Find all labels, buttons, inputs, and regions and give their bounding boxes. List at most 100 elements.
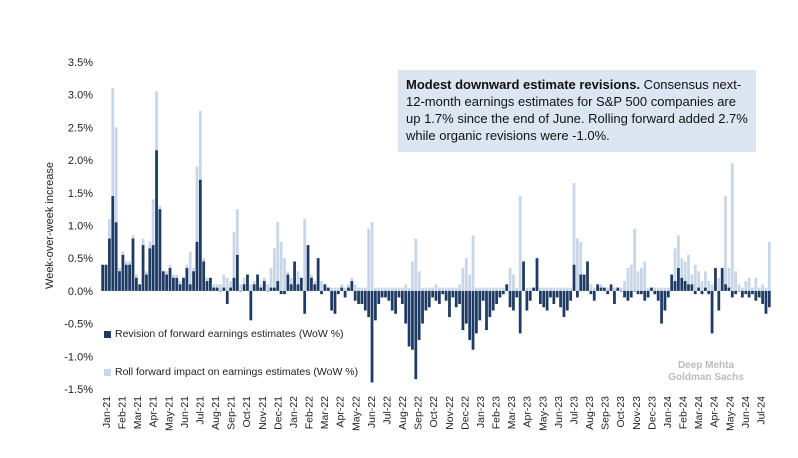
y-tick-label: -0.5% — [64, 319, 93, 331]
bar-rollforward — [357, 287, 360, 291]
bar-rollforward — [444, 287, 448, 291]
bar-revision — [485, 290, 488, 331]
bar-revision — [387, 290, 391, 301]
bar-revision — [377, 290, 381, 304]
bar-revision — [498, 290, 502, 298]
bar-revision — [138, 284, 142, 291]
bar-revision — [619, 290, 623, 292]
bar-revision — [239, 290, 243, 292]
bar-revision — [512, 290, 515, 311]
bar-revision — [683, 281, 687, 291]
bar-revision — [660, 290, 663, 324]
bar-revision — [141, 245, 145, 291]
x-tick-label: Dec-21 — [272, 396, 284, 430]
bar-revision — [475, 290, 478, 334]
bar-rollforward — [404, 284, 408, 291]
bar-rollforward — [424, 287, 428, 291]
bar-rollforward — [528, 287, 532, 291]
bar-revision — [124, 264, 128, 291]
bar-revision — [262, 281, 266, 291]
credit-name: Deep Mehta — [677, 360, 735, 371]
x-tick-label: Jul-24 — [755, 396, 767, 425]
bar-rollforward — [114, 127, 118, 291]
bar-revision — [357, 290, 360, 304]
bar-revision — [407, 290, 411, 347]
bar-rollforward — [249, 284, 253, 291]
bar-rollforward — [569, 287, 573, 291]
bar-rollforward — [363, 287, 367, 291]
bar-revision — [751, 290, 754, 295]
bar-revision — [747, 290, 751, 298]
bar-revision — [421, 290, 424, 324]
bar-revision — [643, 290, 647, 301]
x-tick-label: Nov-22 — [444, 396, 456, 430]
bar-revision — [299, 277, 303, 291]
bar-revision — [508, 290, 512, 308]
bar-revision — [400, 290, 404, 304]
bar-revision — [639, 290, 643, 295]
bar-revision — [757, 290, 761, 298]
bar-revision — [613, 290, 616, 304]
bar-revision — [259, 287, 263, 291]
bar-revision — [198, 179, 202, 291]
bar-rollforward — [491, 287, 495, 291]
bar-revision — [589, 290, 593, 295]
bar-revision — [636, 290, 640, 295]
x-tick-label: Mar-21 — [132, 396, 144, 429]
bar-rollforward — [276, 222, 280, 291]
bar-rollforward — [266, 284, 270, 291]
bar-revision — [454, 290, 458, 308]
bar-revision — [151, 245, 155, 291]
bar-revision — [478, 290, 482, 321]
bar-rollforward — [613, 287, 616, 291]
legend-swatch-rollforward — [104, 368, 111, 376]
annotation-text: Consensus next-12-month earnings estimat… — [406, 77, 748, 143]
bar-revision — [646, 290, 650, 298]
bar-revision — [168, 268, 172, 291]
bar-rollforward — [400, 287, 404, 291]
bar-rollforward — [370, 222, 374, 291]
bar-revision — [592, 290, 596, 301]
x-tick-label: Sep-21 — [226, 396, 238, 430]
bar-revision — [363, 290, 367, 311]
bar-revision — [538, 290, 542, 304]
bar-rollforward — [454, 287, 458, 291]
bar-rollforward — [498, 287, 502, 291]
bar-revision — [411, 290, 414, 350]
x-tick-label: Dec-23 — [646, 396, 658, 430]
y-tick-label: 3.0% — [68, 90, 93, 102]
bar-revision — [249, 290, 253, 321]
bar-rollforward — [552, 287, 556, 291]
bar-revision — [404, 290, 408, 324]
bar-rollforward — [761, 284, 764, 291]
x-tick-label: Jun-24 — [740, 396, 752, 428]
bar-revision — [353, 290, 357, 301]
annotation-headline: Modest downward estimate revisions. — [406, 77, 641, 92]
bar-rollforward — [623, 281, 626, 291]
bar-revision — [205, 281, 209, 291]
bar-revision — [283, 290, 286, 295]
bar-rollforward — [579, 241, 583, 291]
bar-revision — [380, 290, 384, 298]
bar-revision — [656, 290, 660, 301]
x-tick-label: Jun-22 — [366, 396, 378, 428]
bar-rollforward — [427, 287, 431, 291]
bar-rollforward — [717, 277, 721, 291]
bar-revision — [225, 290, 229, 304]
bar-rollforward — [279, 241, 283, 291]
x-tick-label: Mar-22 — [319, 396, 331, 429]
x-tick-label: Feb-21 — [117, 396, 129, 429]
bar-revision — [690, 284, 694, 291]
bar-rollforward — [643, 261, 647, 291]
bar-rollforward — [697, 271, 700, 291]
legend-item-revision: Revision of forward earnings estimates (… — [104, 328, 344, 340]
x-tick-label: Nov-21 — [257, 396, 269, 430]
bar-revision — [693, 290, 697, 295]
bar-rollforward — [239, 284, 243, 291]
x-tick-label: Jan-21 — [101, 396, 113, 428]
x-tick-label: Apr-23 — [522, 396, 534, 428]
bar-rollforward — [741, 287, 744, 291]
bar-rollforward — [343, 287, 347, 291]
bar-rollforward — [225, 277, 229, 291]
bar-revision — [108, 238, 111, 291]
